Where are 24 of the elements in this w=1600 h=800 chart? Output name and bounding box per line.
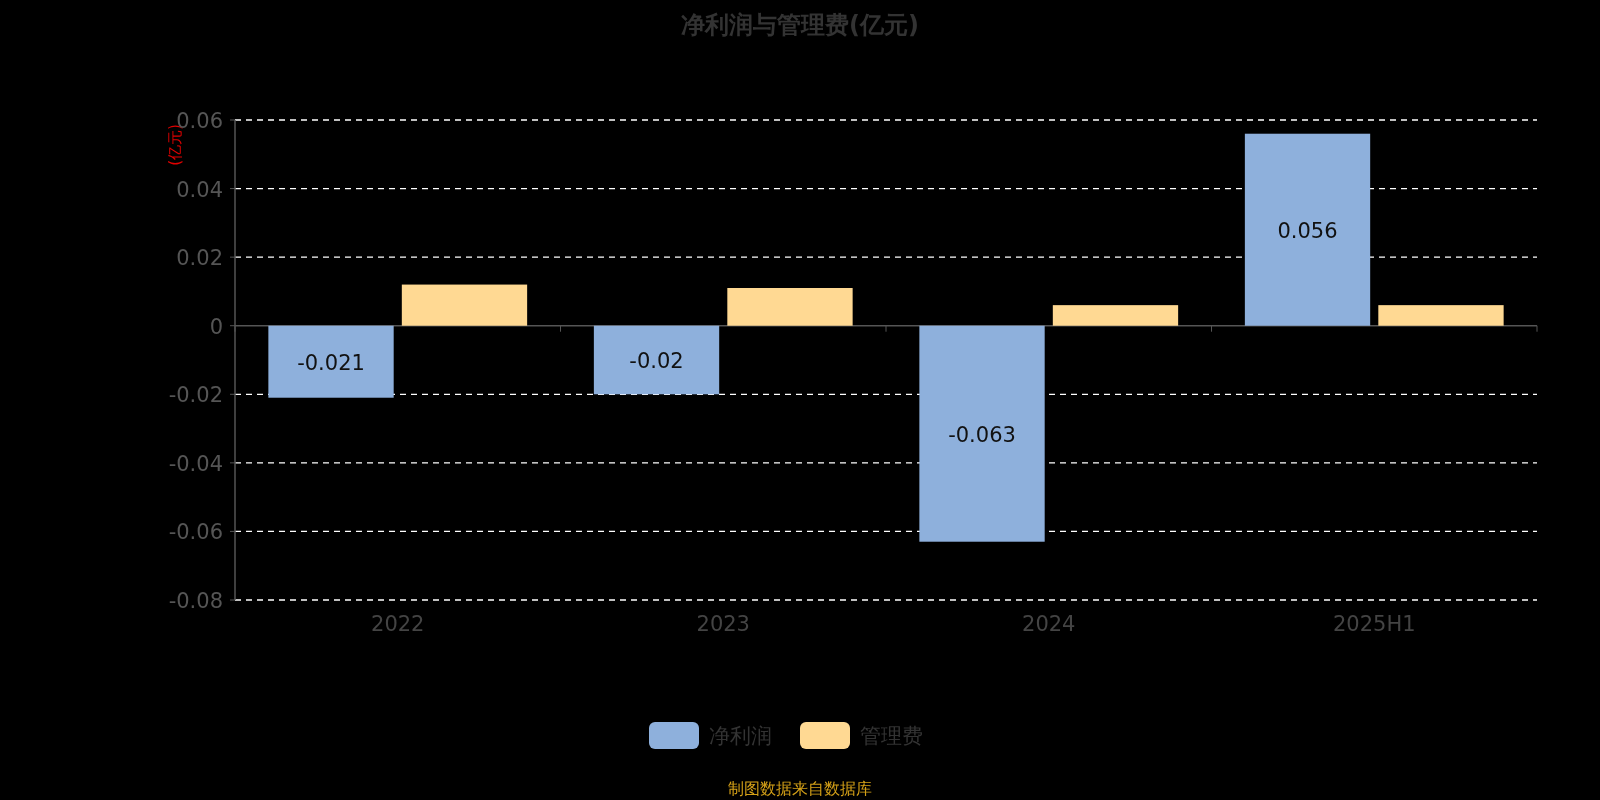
y-tick-label: 0.04 bbox=[176, 177, 223, 202]
bar bbox=[727, 288, 853, 326]
x-tick-label: 2025H1 bbox=[1332, 612, 1416, 636]
x-tick-label: 2022 bbox=[371, 612, 425, 636]
x-tick-label: 2023 bbox=[696, 612, 750, 636]
bar bbox=[1244, 133, 1371, 326]
bar bbox=[1378, 305, 1504, 326]
y-tick-label: -0.06 bbox=[168, 520, 223, 545]
data-label: -0.063 bbox=[948, 422, 1016, 447]
y-tick-label: -0.02 bbox=[168, 383, 223, 408]
data-label: 0.056 bbox=[1277, 218, 1338, 243]
bar bbox=[919, 325, 1045, 542]
data-label: -0.021 bbox=[297, 350, 365, 375]
bar bbox=[401, 284, 528, 326]
y-tick-label: -0.08 bbox=[168, 589, 223, 613]
y-tick-label: 0 bbox=[209, 314, 223, 339]
bar bbox=[593, 325, 720, 395]
y-tick-label: 0.02 bbox=[176, 246, 223, 271]
y-tick-label: -0.04 bbox=[168, 451, 223, 476]
bar bbox=[268, 325, 394, 398]
data-label: -0.02 bbox=[629, 349, 684, 373]
text: 制图数据来自数据库 bbox=[728, 779, 872, 798]
x-tick-label: 2024 bbox=[1022, 612, 1076, 636]
bar bbox=[1052, 305, 1179, 326]
